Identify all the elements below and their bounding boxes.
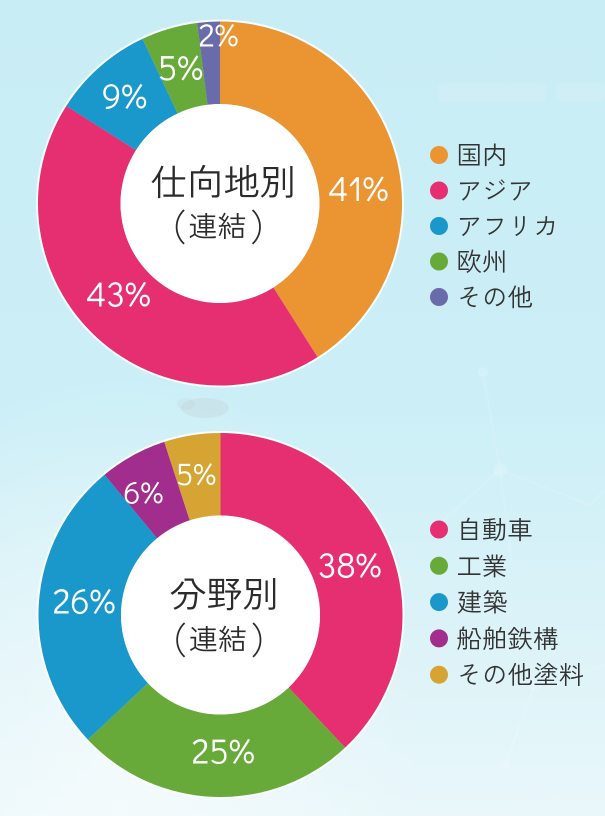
- svg-text:アジア: アジア: [457, 171, 534, 208]
- svg-text:5%: 5%: [158, 44, 203, 90]
- svg-text:国内: 国内: [457, 136, 508, 173]
- svg-text:アフリカ: アフリカ: [457, 207, 559, 244]
- svg-text:6%: 6%: [123, 473, 163, 513]
- svg-text:43%: 43%: [86, 271, 151, 317]
- svg-text:工業: 工業: [457, 546, 508, 583]
- svg-text:船舶鉄構: 船舶鉄構: [457, 619, 559, 656]
- svg-text:（連結）: （連結）: [150, 198, 286, 252]
- svg-text:38%: 38%: [318, 541, 382, 587]
- svg-text:25%: 25%: [192, 728, 255, 774]
- svg-text:9%: 9%: [102, 72, 147, 118]
- svg-text:26%: 26%: [53, 578, 116, 624]
- svg-text:5%: 5%: [176, 454, 216, 494]
- svg-text:2%: 2%: [199, 15, 239, 56]
- svg-text:仕向地別: 仕向地別: [151, 154, 297, 207]
- svg-text:その他: その他: [457, 278, 534, 315]
- svg-text:その他塗料: その他塗料: [457, 655, 585, 692]
- svg-text:建築: 建築: [457, 583, 508, 620]
- svg-text:（連結）: （連結）: [151, 611, 287, 665]
- svg-text:自動車: 自動車: [457, 510, 534, 547]
- svg-text:分野別: 分野別: [170, 566, 280, 619]
- svg-text:41%: 41%: [328, 165, 388, 211]
- svg-text:欧州: 欧州: [457, 242, 508, 279]
